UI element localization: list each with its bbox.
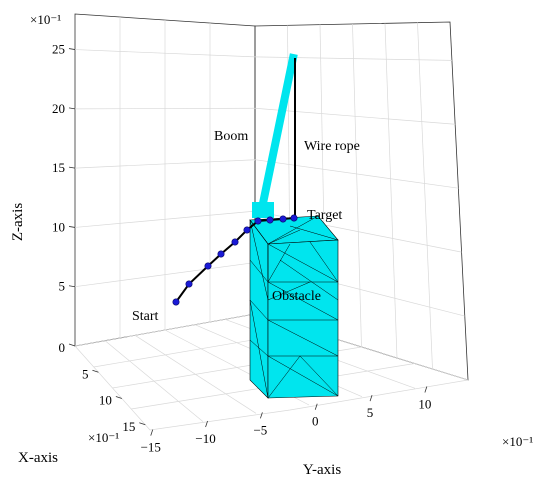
z-tick-label: 15: [52, 160, 65, 175]
path: [172, 214, 298, 306]
obstacle-mesh-edge: [249, 259, 269, 283]
x-multiplier: ×10⁻¹: [88, 430, 119, 445]
obstacle-mesh-edge: [267, 215, 319, 245]
floor-grid-y: [104, 340, 204, 422]
y-tick-label: 10: [418, 396, 431, 411]
y-tick-label: 0: [312, 414, 319, 429]
obstacle-label: Obstacle: [272, 289, 321, 304]
path-line: [175, 217, 295, 303]
obstacle: [249, 215, 339, 399]
y-grid-right: [352, 23, 362, 348]
z-axis-title: Z-axis: [10, 203, 26, 241]
obstacle-front: [249, 219, 269, 399]
path-point: [204, 262, 212, 270]
path-point: [217, 250, 225, 258]
y-tick-mark: [150, 429, 154, 436]
x-tick-label: 5: [82, 366, 89, 381]
x-tick-mark: [115, 396, 123, 399]
obstacle-mesh-edge: [249, 299, 269, 321]
z-tick-label: 10: [52, 219, 65, 234]
obstacle-mesh-edge: [267, 243, 291, 283]
obstacle-mesh-edge: [267, 355, 301, 399]
x-tick-mark: [68, 343, 76, 347]
obstacle-mesh-edge: [299, 355, 339, 397]
x-tick-mark: [139, 422, 146, 426]
x-axis-ticks: 0 5 10 15: [59, 340, 146, 434]
z-tick-mark: [68, 285, 76, 288]
obstacle-mesh-edge: [289, 225, 339, 241]
obstacle-mesh-edge: [309, 241, 339, 283]
z-axis-ticks: 5 10 15 20 25: [52, 42, 76, 294]
path-point: [254, 217, 262, 225]
x-axis-title: X-axis: [18, 450, 58, 466]
z-tick-mark: [68, 107, 76, 110]
x-tick-label: 10: [99, 393, 112, 408]
path-point: [185, 280, 193, 288]
floor-grid-y: [134, 335, 257, 414]
start-label: Start: [132, 309, 159, 324]
path-point: [231, 238, 239, 246]
wire-rope-label: Wire rope: [304, 139, 360, 154]
grid-left-wall: [74, 17, 256, 338]
x-tick-mark: [92, 369, 99, 373]
z-tick-mark: [68, 226, 76, 228]
obstacle-mesh-edge: [267, 281, 311, 301]
z-tick-label: 25: [52, 42, 65, 57]
x-tick-label: 15: [122, 419, 135, 434]
boom-label: Boom: [214, 129, 248, 144]
z-tick-label: 20: [52, 101, 65, 116]
y-axis-title: Y-axis: [303, 462, 341, 478]
y-grid-right: [417, 22, 433, 370]
y-grid-right: [384, 23, 398, 359]
target-label: Target: [307, 208, 342, 223]
obstacle-mesh-edge: [267, 229, 301, 245]
obstacle-mesh-edge: [267, 281, 339, 321]
obstacle-mesh-edge: [267, 243, 339, 283]
y-tick-mark: [314, 403, 318, 410]
obstacle-mesh-edge: [267, 319, 339, 357]
path-point: [290, 214, 298, 222]
obstacle-mesh: [249, 215, 339, 399]
y-multiplier: ×10⁻¹: [502, 434, 533, 449]
boom-arm: [257, 53, 298, 213]
y-tick-mark: [369, 394, 373, 402]
z-tick-label: 5: [59, 279, 66, 294]
y-tick-label: −15: [141, 440, 161, 455]
y-tick-mark: [260, 412, 263, 419]
obstacle-mesh-edge: [279, 259, 339, 301]
path-point: [266, 216, 274, 224]
boom: [252, 53, 298, 218]
y-tick-mark: [424, 386, 428, 393]
path-point: [243, 226, 251, 234]
y-tick-label: −5: [253, 422, 267, 437]
z-tick-mark: [68, 166, 76, 169]
obstacle-mesh-edge: [249, 219, 269, 301]
y-axis-ticks: −15 −10 −5 0 5 10: [141, 386, 431, 455]
path-point: [279, 215, 287, 223]
obstacle-mesh-edge: [267, 355, 339, 397]
y-tick-mark: [205, 420, 208, 428]
x-tick-label: 0: [59, 340, 66, 355]
y-tick-label: −10: [195, 431, 215, 446]
z-multiplier: ×10⁻¹: [30, 12, 61, 27]
obstacle-mesh-edge: [249, 299, 269, 399]
z-tick-mark: [68, 48, 76, 50]
boom-base: [252, 202, 274, 218]
y-tick-label: 5: [367, 405, 374, 420]
path-point: [172, 298, 180, 306]
